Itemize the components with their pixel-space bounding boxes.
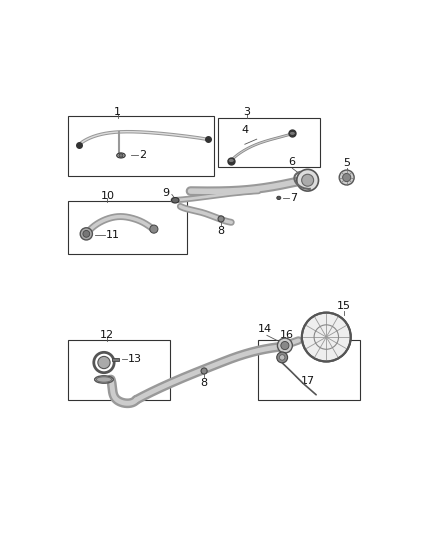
Circle shape [83, 230, 90, 237]
Text: 5: 5 [343, 158, 350, 168]
Circle shape [277, 352, 288, 363]
Bar [68, 116, 214, 176]
Text: 16: 16 [280, 330, 294, 341]
Text: 9: 9 [162, 189, 170, 198]
Circle shape [150, 225, 158, 233]
Bar [113, 358, 119, 361]
Circle shape [279, 354, 285, 360]
Text: 15: 15 [337, 301, 351, 311]
Ellipse shape [117, 153, 125, 158]
Ellipse shape [277, 196, 281, 199]
Text: 10: 10 [100, 191, 114, 201]
Ellipse shape [96, 377, 112, 382]
Text: 17: 17 [301, 376, 315, 386]
Text: 3: 3 [243, 107, 250, 117]
Ellipse shape [228, 158, 234, 163]
Ellipse shape [290, 131, 295, 135]
Circle shape [218, 216, 224, 222]
Ellipse shape [119, 154, 123, 157]
Text: 12: 12 [100, 330, 114, 341]
Text: 8: 8 [218, 226, 225, 236]
Circle shape [302, 313, 351, 361]
Circle shape [281, 342, 289, 350]
Circle shape [277, 338, 293, 353]
Ellipse shape [172, 198, 179, 203]
Circle shape [297, 169, 318, 191]
Circle shape [80, 228, 92, 240]
Text: 4: 4 [241, 125, 248, 135]
Bar [218, 118, 319, 167]
Text: 6: 6 [288, 157, 295, 167]
Text: 2: 2 [139, 150, 146, 160]
Circle shape [339, 170, 354, 185]
Text: 14: 14 [258, 325, 272, 334]
Text: 7: 7 [290, 193, 297, 203]
Text: 1: 1 [114, 107, 121, 117]
Text: 11: 11 [106, 230, 120, 240]
Text: 13: 13 [128, 354, 142, 364]
Circle shape [302, 174, 314, 186]
Bar [258, 341, 360, 400]
Bar [68, 341, 170, 400]
Ellipse shape [95, 376, 113, 383]
Circle shape [343, 173, 351, 182]
Circle shape [201, 368, 207, 374]
Text: 8: 8 [201, 378, 208, 388]
Circle shape [98, 357, 110, 369]
Bar [68, 201, 187, 254]
